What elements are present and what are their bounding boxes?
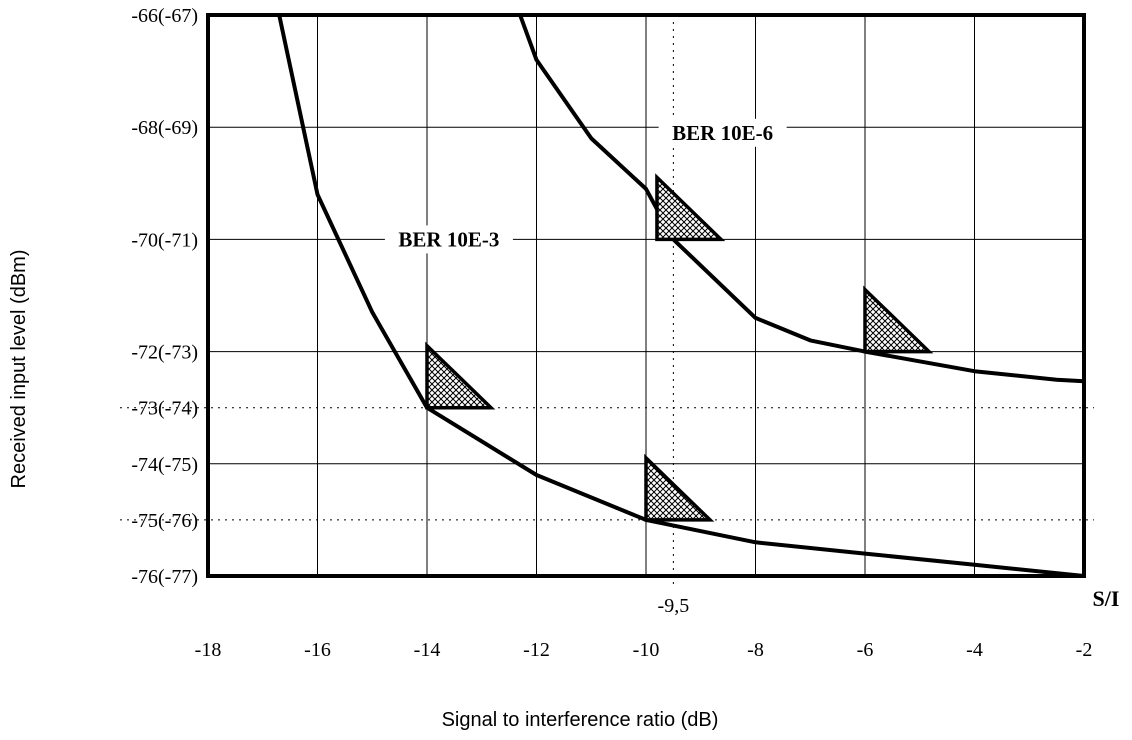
series-lines xyxy=(277,14,1085,577)
threshold-marker xyxy=(644,453,715,522)
y-tick-label: -75(-76) xyxy=(131,510,198,532)
y-tick-label: -70(-71) xyxy=(131,229,198,251)
x-tick-label: -12 xyxy=(523,639,550,661)
x-tick-label: -10 xyxy=(633,639,660,661)
reference-line-label: -9,5 xyxy=(658,595,690,617)
x-axis-title: Signal to interference ratio (dB) xyxy=(442,709,719,731)
y-tick-label: -74(-75) xyxy=(131,454,198,476)
x-tick-label: -18 xyxy=(195,639,222,661)
annotation-background xyxy=(384,225,513,254)
x-tick-label: -8 xyxy=(747,639,764,661)
plot-frame xyxy=(206,13,1086,578)
y-tick-label: -76(-77) xyxy=(131,566,198,588)
labels: -9,5 BER 10E-3 BER 10E-6 -66(-67) -68(-69) -7… xyxy=(8,5,1119,731)
y-tick-label: -68(-69) xyxy=(131,117,198,139)
x-tick-label: -4 xyxy=(966,639,983,661)
threshold-marker xyxy=(425,341,496,410)
threshold-marker xyxy=(863,285,934,354)
markers xyxy=(425,173,934,522)
x-tick-label: -2 xyxy=(1076,639,1093,661)
x-axis-end-label: S/I xyxy=(1093,586,1120,611)
x-tick-label: -6 xyxy=(857,639,874,661)
series-annotation: BER 10E-3 xyxy=(398,227,499,251)
series-annotation: BER 10E-6 xyxy=(672,121,773,145)
threshold-marker xyxy=(655,173,726,242)
annotation-background xyxy=(658,118,787,147)
y-tick-label: -66(-67) xyxy=(131,5,198,27)
x-tick-label: -16 xyxy=(304,639,331,661)
series-line-ber-10e-6 xyxy=(518,14,1085,384)
x-tick-label: -14 xyxy=(414,639,441,661)
y-tick-label: -72(-73) xyxy=(131,342,198,364)
y-tick-label: -73(-74) xyxy=(131,398,198,420)
y-axis-title: Received input level (dBm) xyxy=(8,250,30,489)
series-line-ber-10e-3 xyxy=(277,14,1085,577)
